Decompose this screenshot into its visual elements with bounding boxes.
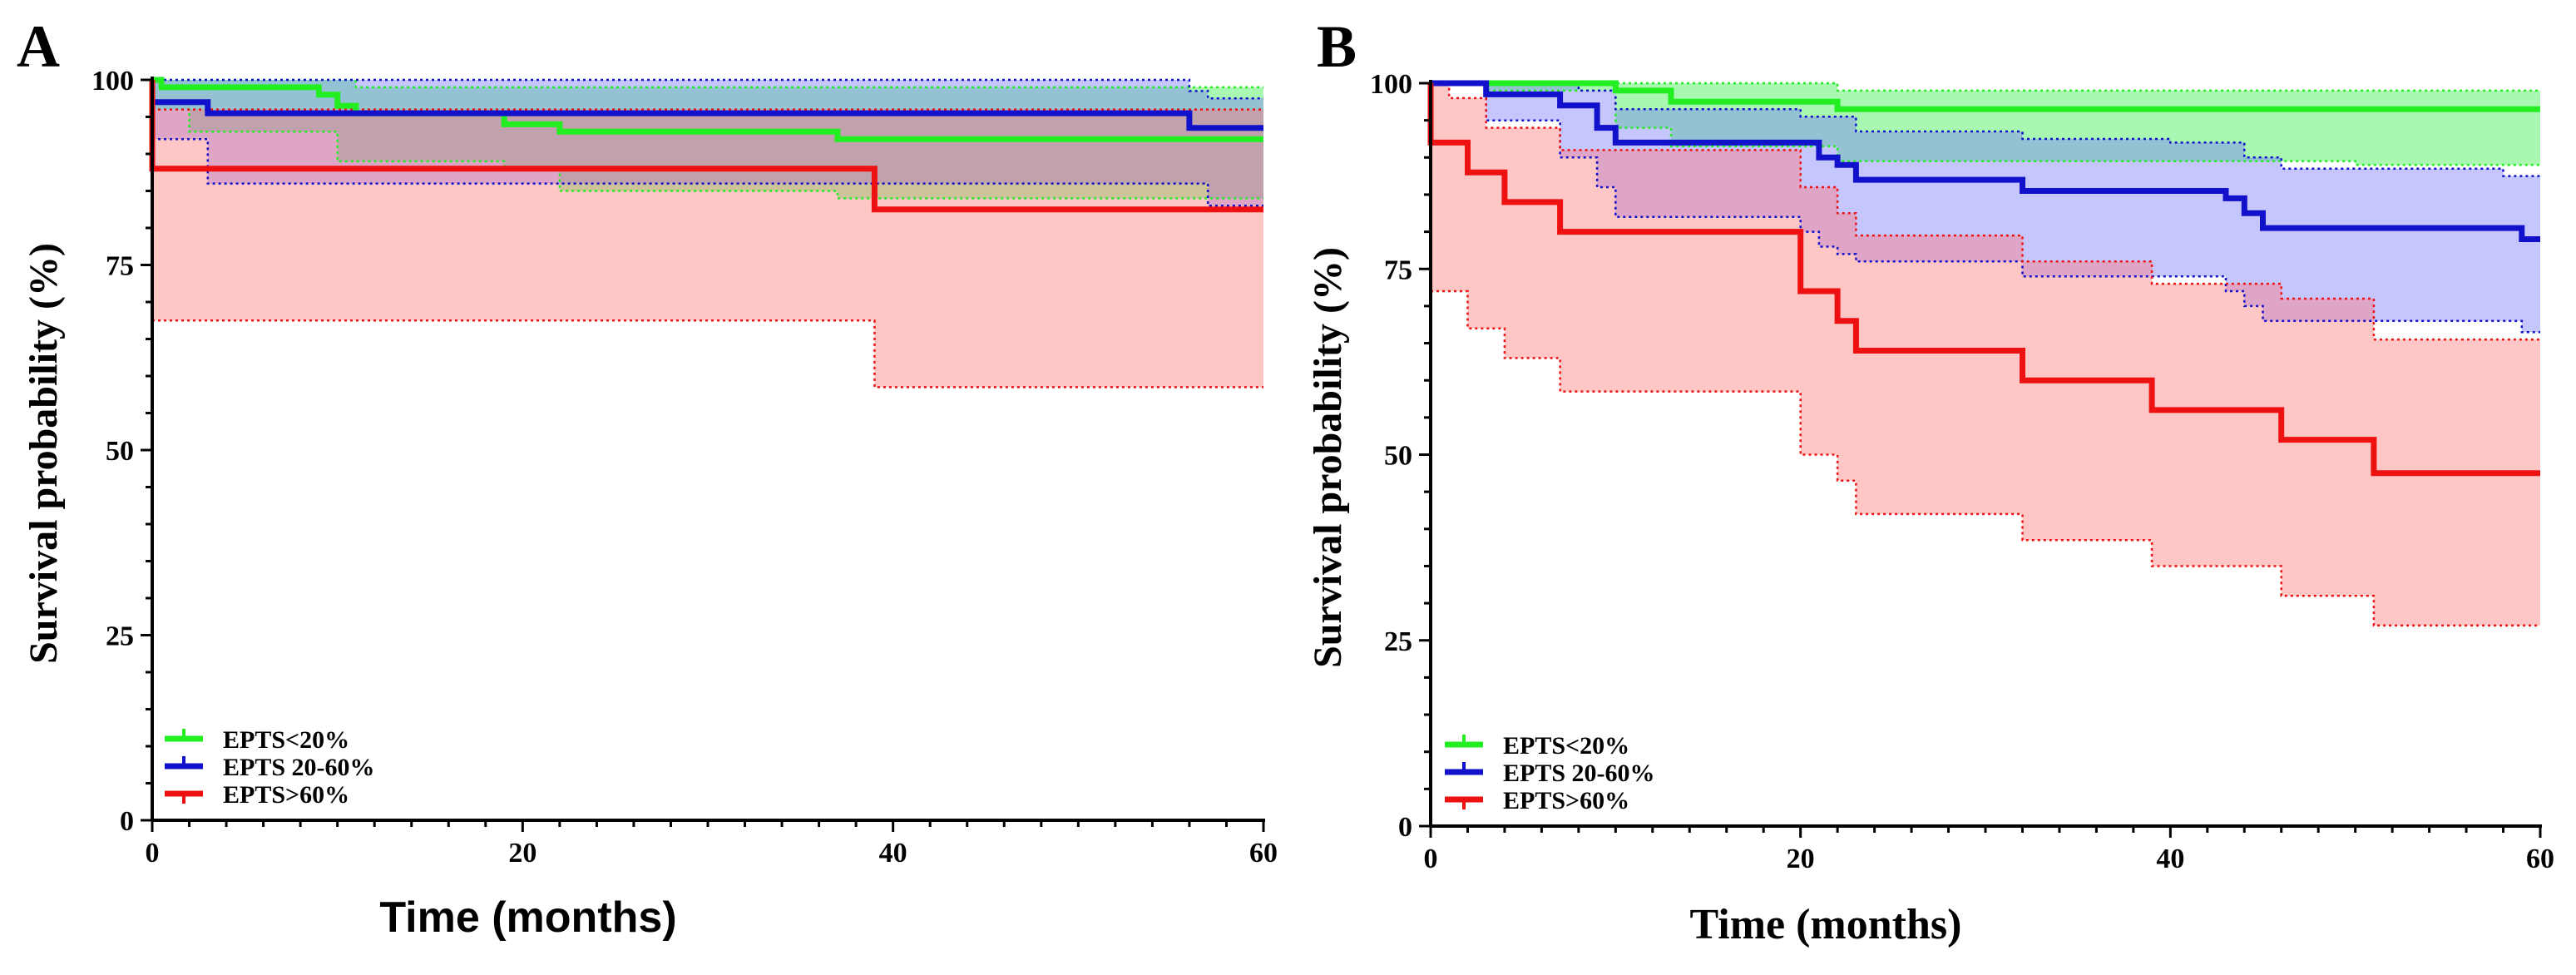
survival-curve-blue bbox=[152, 99, 1263, 131]
legend-label-red: EPTS>60% bbox=[1503, 787, 1629, 814]
y-tick-label: 100 bbox=[91, 66, 134, 97]
y-tick-label: 50 bbox=[106, 436, 134, 467]
panel-a-ci-bands bbox=[152, 80, 1263, 388]
survival-curve-green bbox=[1431, 80, 2540, 112]
x-tick-label: 60 bbox=[2526, 844, 2554, 874]
ci-upper-blue bbox=[152, 78, 1263, 100]
x-tick-label: 40 bbox=[2156, 844, 2184, 874]
survival-curve-red bbox=[1427, 83, 2540, 477]
panel-a-x-title: Time (months) bbox=[379, 893, 676, 942]
ci-lower-red bbox=[1431, 290, 2540, 627]
panel-a-y-title: Survival probability (%) bbox=[22, 243, 66, 664]
x-tick-label: 60 bbox=[1249, 838, 1278, 869]
panel-b: B 0 25 50 75 100 0 20 40 60 EPTS<20%EPTS 20-60%E… bbox=[1306, 13, 2554, 948]
panel-b-x-title: Time (months) bbox=[1690, 901, 1962, 948]
legend-label-blue: EPTS 20-60% bbox=[223, 754, 375, 781]
x-tick-label: 0 bbox=[146, 838, 160, 869]
y-tick-label: 50 bbox=[1384, 441, 1412, 472]
panel-b-axes: 0 25 50 75 100 0 20 40 60 bbox=[1370, 69, 2554, 874]
panel-a-letter: A bbox=[17, 13, 60, 80]
panel-b-ci-lines bbox=[1431, 82, 2540, 627]
panel-b-letter: B bbox=[1317, 13, 1357, 80]
y-tick-label: 25 bbox=[106, 621, 134, 652]
survival-curve-green bbox=[152, 77, 1263, 142]
x-tick-label: 20 bbox=[508, 838, 536, 869]
ci-band-red bbox=[152, 109, 1263, 388]
y-tick-label: 100 bbox=[1370, 69, 1412, 100]
y-tick-label: 75 bbox=[106, 251, 134, 282]
y-tick-label: 0 bbox=[1398, 812, 1412, 843]
panel-b-y-title: Survival probability (%) bbox=[1306, 247, 1350, 668]
ci-upper-blue bbox=[1431, 82, 2540, 177]
legend-label-blue: EPTS 20-60% bbox=[1503, 760, 1655, 787]
legend-label-red: EPTS>60% bbox=[223, 781, 349, 809]
x-tick-label: 0 bbox=[1424, 844, 1438, 874]
panel-b-survival-curves bbox=[1427, 80, 2540, 477]
ci-lower-green bbox=[1431, 82, 2540, 166]
panel-a-legend: EPTS<20%EPTS 20-60%EPTS>60% bbox=[165, 726, 375, 809]
ci-lower-red bbox=[152, 319, 1263, 389]
x-tick-label: 40 bbox=[879, 838, 907, 869]
x-tick-label: 20 bbox=[1787, 844, 1815, 874]
panel-a-axes: 0 25 50 75 100 0 20 40 60 bbox=[91, 66, 1278, 869]
survival-curve-blue bbox=[1431, 80, 2540, 242]
panel-a: A 0 25 50 75 100 0 20 40 60 EPTS<20%EPTS 20-60%E… bbox=[17, 13, 1278, 942]
legend-label-green: EPTS<20% bbox=[1503, 732, 1629, 760]
y-tick-label: 0 bbox=[120, 806, 134, 837]
ci-band-red bbox=[1431, 83, 2540, 626]
y-tick-label: 25 bbox=[1384, 626, 1412, 657]
ci-lower-blue bbox=[1431, 82, 2540, 334]
panel-b-legend: EPTS<20%EPTS 20-60%EPTS>60% bbox=[1445, 732, 1655, 814]
y-tick-label: 75 bbox=[1384, 255, 1412, 285]
legend-label-green: EPTS<20% bbox=[223, 726, 349, 754]
